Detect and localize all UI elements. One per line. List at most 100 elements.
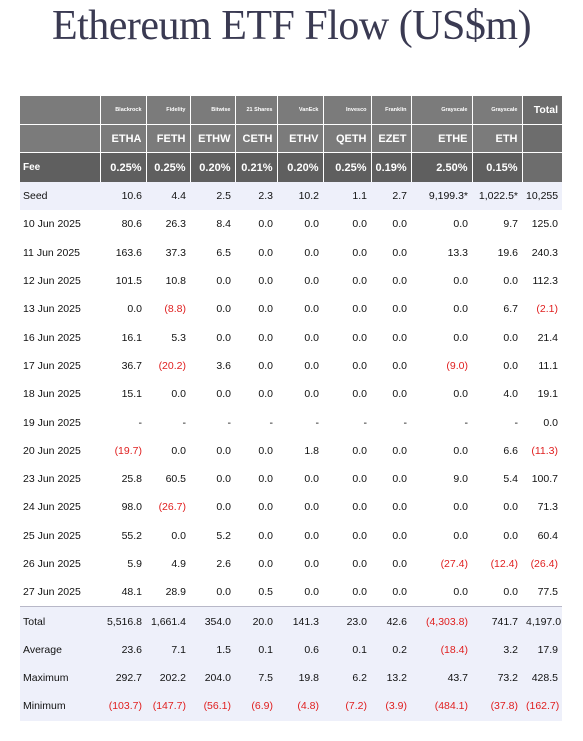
table-cell: 0.0: [323, 238, 371, 267]
table-cell: (2.1): [522, 295, 562, 324]
table-cell: 0.0: [235, 210, 277, 239]
table-cell: (147.7): [146, 692, 190, 721]
table-cell: 0.0: [411, 578, 472, 607]
table-cell: -: [371, 408, 411, 437]
ticker-label: ETH: [472, 124, 523, 153]
table-cell: 0.0: [146, 436, 190, 465]
table-cell: 0.5: [235, 578, 277, 607]
table-cell: 0.0: [522, 408, 562, 437]
table-cell: 15.1: [100, 380, 146, 409]
table-cell: 125.0: [522, 210, 562, 239]
table-cell: 0.0: [371, 578, 411, 607]
ticker-label: FETH: [146, 124, 191, 153]
table-cell: 1,022.5*: [472, 182, 522, 211]
fee-value: 0.20%: [190, 152, 236, 182]
table-cell: 80.6: [100, 210, 146, 239]
row-label: Maximum: [20, 664, 100, 693]
table-cell: 4.9: [146, 549, 190, 579]
table-cell: 0.0: [235, 351, 277, 381]
table-cell: 28.9: [146, 578, 190, 607]
issuer-name: Grayscale: [411, 96, 473, 125]
table-cell: (18.4): [411, 635, 472, 665]
table-cell: 0.0: [411, 295, 472, 324]
table-cell: 1.1: [323, 182, 371, 211]
table-cell: 112.3: [522, 266, 562, 296]
table-cell: 240.3: [522, 238, 562, 267]
table-cell: 26.3: [146, 210, 190, 239]
table-cell: (4,303.8): [411, 606, 472, 636]
row-label: 20 Jun 2025: [20, 436, 100, 465]
table-cell: 0.0: [411, 266, 472, 296]
header-row-tickers: ETHA FETH ETHW CETH ETHV QETH EZET ETHE ETH: [20, 124, 562, 153]
fee-value: 0.15%: [472, 152, 523, 182]
table-cell: 6.5: [190, 238, 235, 267]
row-label: 13 Jun 2025: [20, 295, 100, 324]
table-cell: 3.6: [190, 351, 235, 381]
table-cell: 0.0: [235, 493, 277, 522]
issuer-name: Grayscale: [472, 96, 523, 125]
table-cell: 8.4: [190, 210, 235, 239]
table-cell: 0.0: [235, 549, 277, 579]
table-row: 27 Jun 2025 48.1 28.9 0.0 0.5 0.0 0.0 0.0 0.0 0.0…: [20, 578, 562, 607]
header-row-fees: Fee 0.25% 0.25% 0.20% 0.21% 0.20% 0.25% 0.19% 2.…: [20, 152, 562, 182]
row-label: Minimum: [20, 692, 100, 721]
table-row: 18 Jun 2025 15.1 0.0 0.0 0.0 0.0 0.0 0.0 0.0 4.0 1…: [20, 380, 562, 409]
table-cell: 4,197.0: [522, 606, 562, 636]
table-cell: 48.1: [100, 578, 146, 607]
table-cell: 37.3: [146, 238, 190, 267]
table-cell: 0.0: [411, 493, 472, 522]
table-cell: -: [190, 408, 235, 437]
table-cell: 0.0: [371, 323, 411, 352]
table-cell: 19.6: [472, 238, 522, 267]
table-cell: 55.2: [100, 521, 146, 550]
issuer-name: Blackrock: [100, 96, 147, 125]
table-cell: 0.0: [371, 210, 411, 239]
table-cell: 0.0: [277, 210, 323, 239]
fee-value: 2.50%: [411, 152, 473, 182]
table-cell: 141.3: [277, 606, 323, 636]
table-cell: 0.0: [472, 351, 522, 381]
table-cell: 0.0: [323, 521, 371, 550]
table-cell: 6.2: [323, 664, 371, 693]
table-cell: 60.5: [146, 464, 190, 494]
table-cell: 10.6: [100, 182, 146, 211]
table-cell: 0.0: [411, 380, 472, 409]
fee-value: 0.20%: [277, 152, 324, 182]
table-cell: 77.5: [522, 578, 562, 607]
table-cell: 0.0: [190, 323, 235, 352]
table-cell: 0.0: [371, 238, 411, 267]
table-cell: 5,516.8: [100, 606, 146, 636]
header-total-label: Total: [522, 96, 562, 125]
fee-value: 0.21%: [235, 152, 278, 182]
header-corner-cell: [20, 96, 101, 125]
ticker-label: CETH: [235, 124, 278, 153]
table-cell: -: [100, 408, 146, 437]
table-row: Minimum (103.7) (147.7) (56.1) (6.9) (4.8) (7.…: [20, 692, 562, 721]
table-cell: 9.7: [472, 210, 522, 239]
table-cell: 6.6: [472, 436, 522, 465]
table-cell: 10.8: [146, 266, 190, 296]
table-row: 19 Jun 2025- - - - - - - - -0.0: [20, 408, 562, 437]
table-cell: (103.7): [100, 692, 146, 721]
table-cell: 0.0: [235, 464, 277, 494]
table-cell: 0.0: [235, 521, 277, 550]
table-cell: 0.0: [371, 295, 411, 324]
table-cell: 0.0: [235, 295, 277, 324]
row-label: 25 Jun 2025: [20, 521, 100, 550]
table-cell: 19.1: [522, 380, 562, 409]
table-cell: 428.5: [522, 664, 562, 693]
table-cell: 0.0: [277, 549, 323, 579]
issuer-name: 21 Shares: [235, 96, 278, 125]
table-cell: 0.0: [190, 295, 235, 324]
table-cell: (484.1): [411, 692, 472, 721]
table-cell: 13.3: [411, 238, 472, 267]
table-cell: 3.2: [472, 635, 522, 665]
table-cell: 0.0: [323, 380, 371, 409]
fee-value: 0.19%: [371, 152, 412, 182]
table-row: Average 23.6 7.1 1.5 0.1 0.6 0.1 0.2 (18.4) 3.2 17…: [20, 635, 562, 665]
fee-value: 0.25%: [146, 152, 191, 182]
table-cell: 42.6: [371, 606, 411, 636]
table-cell: 0.0: [277, 295, 323, 324]
table-cell: 2.5: [190, 182, 235, 211]
table-cell: -: [146, 408, 190, 437]
